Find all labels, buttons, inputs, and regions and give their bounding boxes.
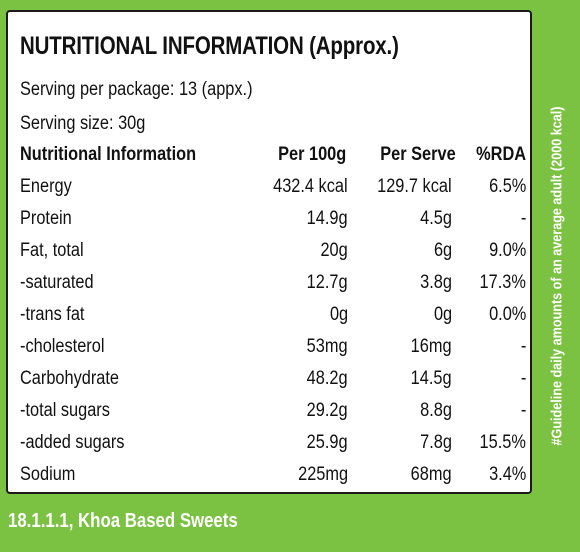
header-rda: %RDA [476,144,526,165]
table-row-energy: Energy 432.4 kcal 129.7 kcal 6.5% [20,176,528,208]
header-per-serve: Per Serve [380,144,456,165]
row-name: Fat, total [20,240,84,261]
row-per-serve: 0g [433,304,452,325]
row-rda: 9.0% [488,240,526,261]
row-per-serve: 4.5g [420,208,452,229]
guideline-side-note-text: #Guideline daily amounts of an average a… [548,106,566,446]
row-rda: 17.3% [479,272,526,293]
row-per-serve: 68mg [411,464,452,485]
row-per-100g: 0g [329,304,348,325]
table-row-protein: Protein 14.9g 4.5g - [20,208,528,240]
row-rda: 3.4% [488,464,526,485]
table-row-saturated: -saturated 12.7g 3.8g 17.3% [20,272,528,304]
row-per-serve: 6g [433,240,452,261]
table-header-row: Nutritional Information Per 100g Per Ser… [20,144,528,176]
row-name: Sodium [20,464,76,485]
table-row-sodium: Sodium 225mg 68mg 3.4% [20,464,528,496]
nutrition-label-panel: NUTRITIONAL INFORMATION (Approx.) Servin… [6,10,532,494]
row-rda: - [520,336,526,357]
row-per-100g: 29.2g [307,400,348,421]
row-rda: 6.5% [488,176,526,197]
row-name: Protein [20,208,72,229]
row-rda: - [520,368,526,389]
header-per-100g: Per 100g [277,144,346,165]
table-row-added-sugars: -added sugars 25.9g 7.8g 15.5% [20,432,528,464]
row-per-serve: 129.7 kcal [377,176,452,197]
row-rda: - [520,208,526,229]
row-per-serve: 16mg [411,336,452,357]
row-rda: - [520,400,526,421]
row-name: -cholesterol [20,336,105,357]
row-per-100g: 25.9g [307,432,348,453]
row-rda: 15.5% [479,432,526,453]
row-name: -saturated [20,272,94,293]
row-name: -total sugars [20,400,110,421]
row-per-100g: 20g [320,240,348,261]
row-rda: 0.0% [488,304,526,325]
serving-size: Serving size: 30g [20,113,146,134]
header-nutritional-information: Nutritional Information [20,144,197,165]
row-per-100g: 53mg [307,336,348,357]
table-row-trans-fat: -trans fat 0g 0g 0.0% [20,304,528,336]
row-name: Energy [20,176,72,197]
row-name: -trans fat [20,304,85,325]
row-per-serve: 8.8g [420,400,452,421]
table-row-cholesterol: -cholesterol 53mg 16mg - [20,336,528,368]
product-category-footer: 18.1.1.1, Khoa Based Sweets [8,510,238,532]
row-per-100g: 225mg [298,464,348,485]
serving-per-package: Serving per package: 13 (appx.) [20,79,253,100]
row-name: Carbohydrate [20,368,120,389]
row-per-100g: 12.7g [307,272,348,293]
table-row-carbohydrate: Carbohydrate 48.2g 14.5g - [20,368,528,400]
row-per-100g: 48.2g [307,368,348,389]
row-per-serve: 14.5g [411,368,452,389]
row-per-100g: 14.9g [307,208,348,229]
row-per-serve: 3.8g [420,272,452,293]
table-row-total-sugars: -total sugars 29.2g 8.8g - [20,400,528,432]
row-name: -added sugars [20,432,125,453]
row-per-100g: 432.4 kcal [273,176,348,197]
row-per-serve: 7.8g [420,432,452,453]
table-row-fat-total: Fat, total 20g 6g 9.0% [20,240,528,272]
label-title: NUTRITIONAL INFORMATION (Approx.) [20,32,399,60]
